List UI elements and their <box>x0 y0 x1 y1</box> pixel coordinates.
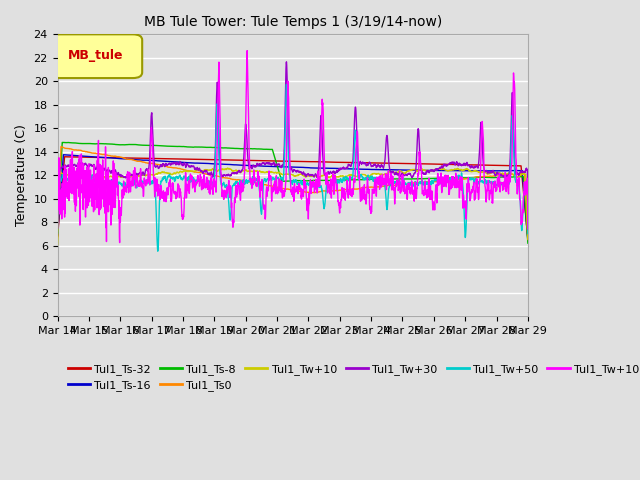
Y-axis label: Temperature (C): Temperature (C) <box>15 124 28 227</box>
Legend: Tul1_Ts-32, Tul1_Ts-16, Tul1_Ts-8, Tul1_Ts0, Tul1_Tw+10, Tul1_Tw+30, Tul1_Tw+50,: Tul1_Ts-32, Tul1_Ts-16, Tul1_Ts-8, Tul1_… <box>63 360 640 396</box>
Text: MB_tule: MB_tule <box>68 49 124 62</box>
Title: MB Tule Tower: Tule Temps 1 (3/19/14-now): MB Tule Tower: Tule Temps 1 (3/19/14-now… <box>143 15 442 29</box>
FancyBboxPatch shape <box>51 35 142 78</box>
